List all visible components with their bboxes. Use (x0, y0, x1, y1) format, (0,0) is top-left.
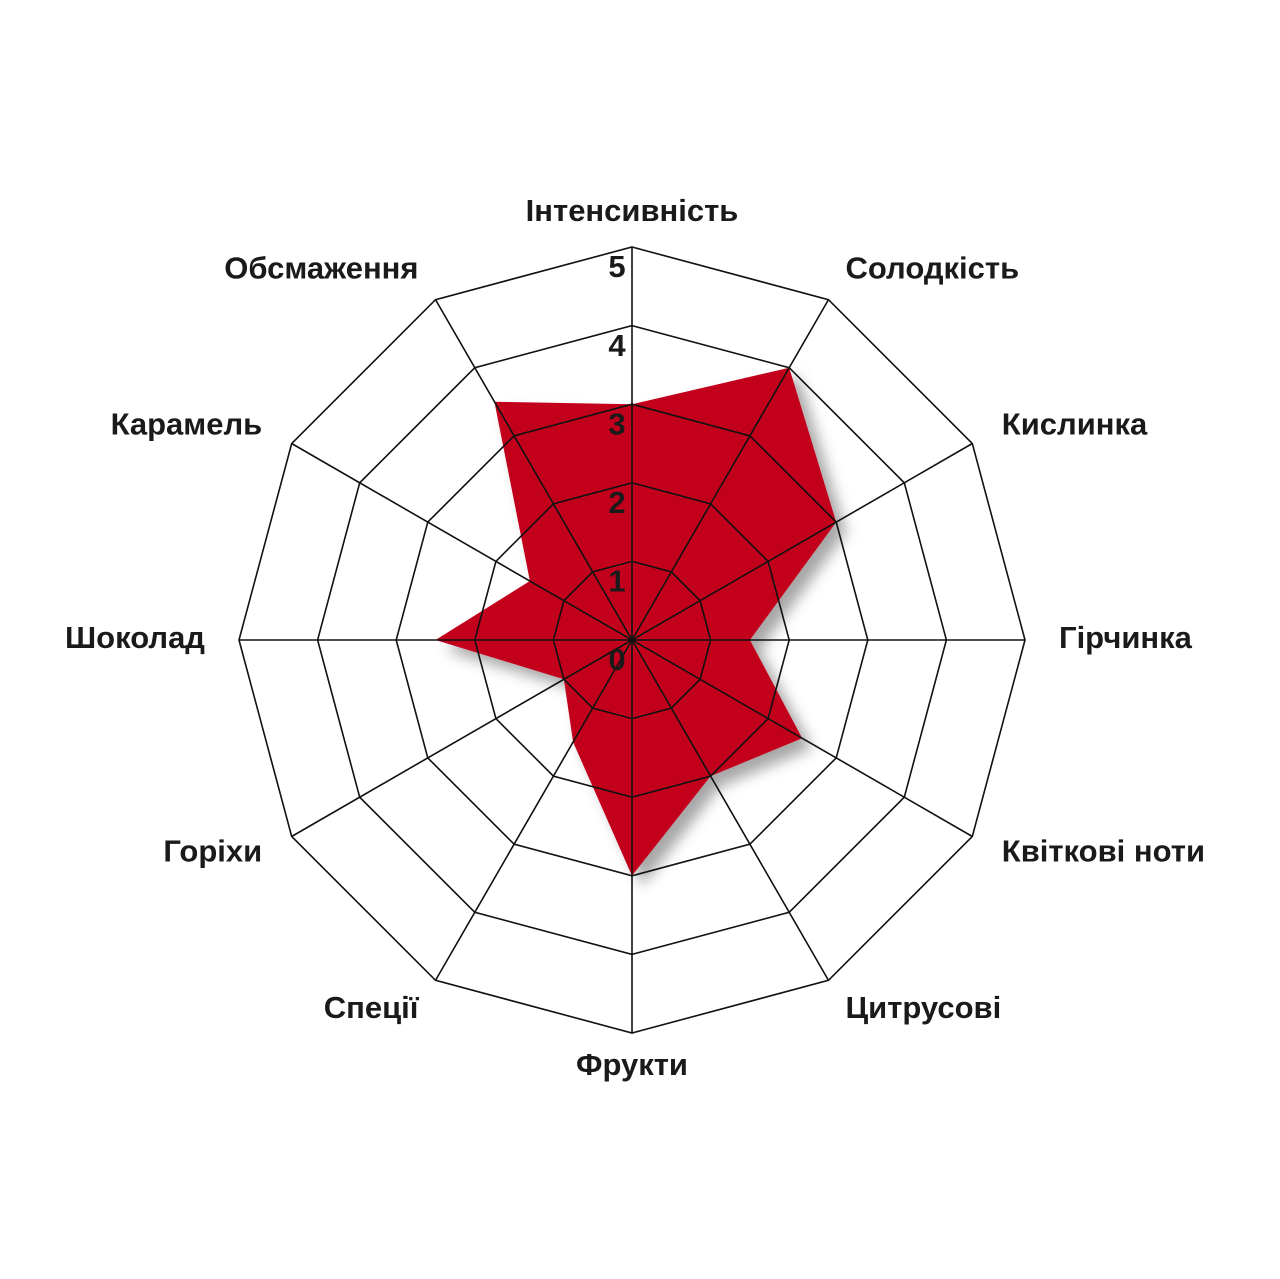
category-label: Гірчинка (1059, 620, 1193, 655)
radar-area (435, 367, 837, 876)
category-label: Квіткові ноти (1002, 834, 1205, 869)
spoke (631, 299, 830, 641)
r-tick-label: 3 (608, 406, 625, 441)
category-label: Карамель (111, 407, 263, 442)
spoke (631, 442, 973, 641)
category-label: Кислинка (1002, 407, 1148, 442)
labels: 0 1 2 3 4 5 Інтенсивність Солодкість Кислинка Гір… (65, 193, 1205, 1082)
category-label: Шоколад (65, 620, 205, 655)
category-label: Солодкість (846, 250, 1020, 285)
r-tick-label: 2 (608, 485, 625, 520)
spoke (434, 639, 633, 981)
spoke (631, 639, 973, 838)
spoke (434, 299, 633, 641)
r-tick-label: 5 (608, 249, 625, 284)
grid-overlay (238, 246, 1026, 1034)
category-label: Горіхи (163, 834, 262, 869)
data-layer (435, 367, 837, 876)
spoke (291, 442, 633, 641)
r-tick-label: 1 (608, 564, 625, 599)
category-label: Обсмаження (224, 250, 418, 285)
spoke (631, 639, 830, 981)
category-label: Інтенсивність (526, 193, 739, 228)
category-label: Спеції (324, 990, 420, 1025)
r-tick-label: 0 (608, 642, 625, 677)
category-label: Фрукти (576, 1047, 688, 1082)
spoke (291, 639, 633, 838)
category-label: Цитрусові (846, 990, 1002, 1025)
r-tick-label: 4 (608, 328, 626, 363)
